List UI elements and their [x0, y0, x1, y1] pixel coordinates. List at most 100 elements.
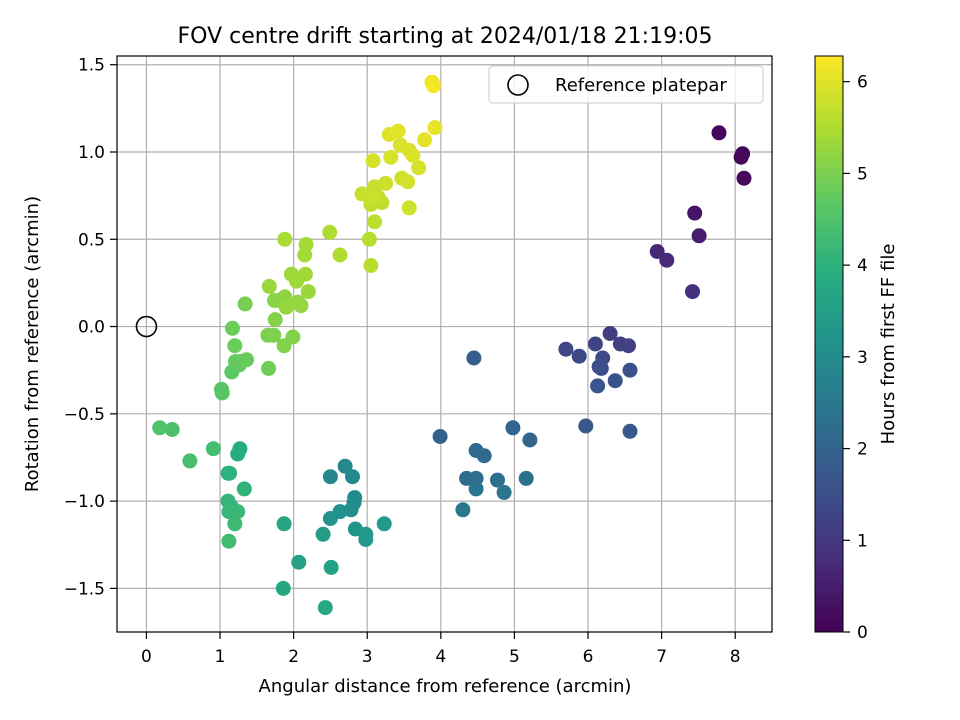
x-tick-label: 6 — [583, 647, 594, 667]
colorbar-tick-label: 1 — [857, 531, 868, 551]
data-point — [383, 149, 399, 165]
colorbar-tick-label: 6 — [857, 73, 868, 93]
data-point — [622, 423, 638, 439]
data-point — [298, 237, 314, 252]
data-point — [237, 296, 253, 312]
data-point — [571, 348, 587, 364]
data-point — [685, 284, 700, 300]
data-point — [293, 298, 309, 314]
legend: Reference platepar — [488, 65, 764, 104]
data-point — [322, 511, 338, 526]
data-point — [558, 341, 574, 357]
data-point — [427, 120, 443, 136]
data-point — [315, 526, 331, 542]
colorbar-tick-label: 0 — [857, 623, 868, 643]
data-point — [300, 284, 316, 300]
data-point — [490, 472, 505, 488]
data-point — [590, 378, 606, 394]
data-point — [687, 205, 703, 221]
data-point — [236, 481, 252, 497]
data-point — [468, 470, 484, 486]
y-tick-label: 1.0 — [78, 143, 105, 163]
y-tick-label: −1.5 — [64, 579, 105, 599]
data-point — [363, 258, 379, 273]
x-tick-label: 3 — [362, 647, 373, 667]
data-point — [735, 146, 751, 162]
data-point — [239, 352, 254, 368]
data-point — [468, 481, 484, 497]
colorbar-tick-label: 2 — [857, 440, 868, 460]
data-point — [361, 231, 377, 247]
x-tick-label: 1 — [215, 647, 226, 667]
data-point — [343, 502, 359, 518]
colorbar-gradient — [814, 55, 844, 633]
data-point — [277, 231, 293, 247]
grid — [117, 56, 772, 632]
data-point — [227, 338, 243, 354]
data-point — [358, 532, 374, 547]
data-point — [691, 228, 707, 244]
x-tick-label: 2 — [288, 647, 299, 667]
data-point — [230, 504, 246, 520]
data-point — [261, 360, 277, 376]
data-point — [411, 160, 427, 176]
legend-box — [488, 65, 764, 104]
data-point — [621, 338, 636, 354]
data-point — [225, 320, 240, 336]
x-tick-label: 0 — [141, 647, 152, 667]
data-point — [426, 78, 441, 94]
data-point — [337, 458, 353, 474]
data-point — [323, 559, 339, 575]
x-axis-ticks: 0 1 2 3 4 5 6 7 8 — [141, 632, 741, 667]
data-point — [476, 448, 492, 464]
data-point — [267, 312, 283, 328]
x-tick-label: 8 — [730, 647, 741, 667]
data-point — [364, 191, 380, 207]
colorbar-tick-label: 4 — [857, 256, 868, 276]
y-axis-label: Rotation from reference (arcmin) — [22, 196, 43, 492]
colorbar-ticks: 0 1 2 3 4 5 6 — [843, 73, 868, 643]
x-tick-label: 5 — [509, 647, 520, 667]
data-point — [376, 516, 392, 532]
data-point — [455, 502, 471, 518]
data-point — [736, 170, 752, 186]
reference-marker — [135, 315, 158, 338]
data-point — [332, 247, 348, 263]
data-point — [345, 469, 360, 485]
data-point — [221, 533, 237, 549]
data-point — [214, 385, 230, 401]
data-point — [432, 429, 448, 444]
data-point — [711, 125, 727, 141]
data-point — [518, 470, 534, 486]
data-point — [230, 446, 246, 462]
colorbar: 0 1 2 3 4 5 6 Hours from first FF file — [814, 55, 899, 643]
data-point — [401, 200, 417, 216]
data-point — [607, 373, 623, 389]
colorbar-label: Hours from first FF file — [878, 244, 899, 445]
data-point — [602, 326, 618, 341]
y-tick-label: −0.5 — [64, 405, 105, 425]
data-point — [317, 600, 333, 616]
data-point — [417, 132, 433, 148]
x-axis-label: Angular distance from reference (arcmin) — [259, 676, 632, 697]
data-point — [152, 420, 168, 436]
data-point — [365, 153, 381, 169]
colorbar-tick-label: 5 — [857, 164, 868, 184]
data-point — [659, 252, 675, 268]
data-point — [578, 418, 594, 434]
data-point — [405, 148, 421, 163]
data-point — [291, 554, 307, 570]
data-point — [227, 516, 243, 532]
legend-marker — [507, 74, 529, 96]
data-point — [275, 580, 291, 596]
data-point — [322, 469, 338, 485]
data-point — [222, 465, 238, 481]
legend-entry: Reference platepar — [555, 75, 727, 96]
y-tick-label: 1.5 — [78, 56, 105, 76]
data-point — [266, 327, 282, 343]
data-point — [285, 329, 301, 345]
y-axis-ticks: −1.5 −1.0 −0.5 0.0 0.5 1.0 1.5 — [64, 56, 117, 599]
data-point — [522, 432, 538, 448]
plot-frame — [116, 55, 773, 633]
